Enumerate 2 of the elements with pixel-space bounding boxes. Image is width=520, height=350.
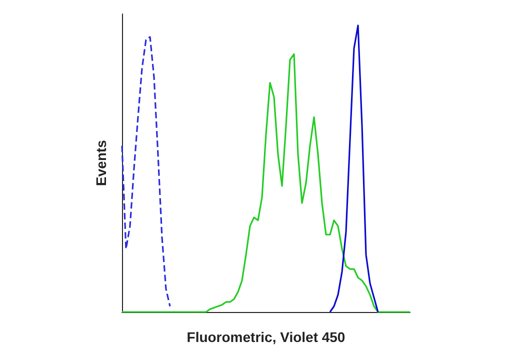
x-axis-title: Fluorometric, Violet 450 — [186, 329, 346, 345]
y-axis-title: Events — [93, 140, 109, 186]
